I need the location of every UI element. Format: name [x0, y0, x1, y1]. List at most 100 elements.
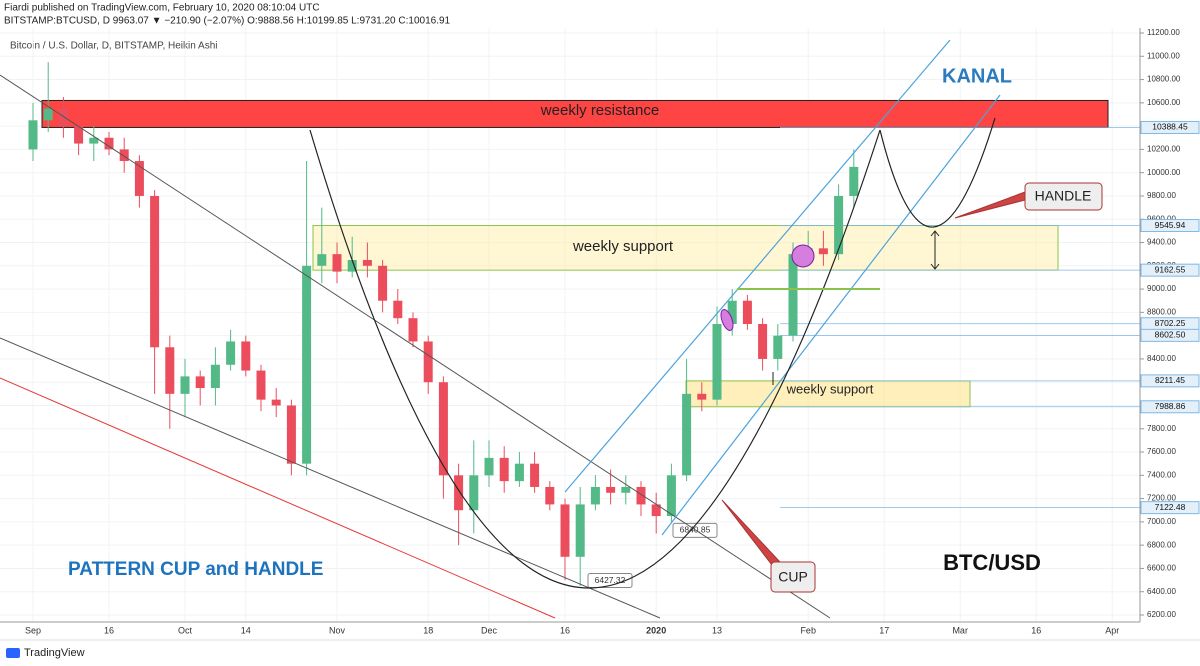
candle-body	[408, 318, 418, 342]
level-tag	[1140, 263, 1200, 277]
y-tick-label: 9000.00	[1147, 284, 1176, 293]
candle-body	[636, 486, 646, 505]
subtitle: Bitcoin / U.S. Dollar, D, BITSTAMP, Heik…	[10, 41, 217, 52]
x-tick-label: Dec	[481, 625, 498, 635]
support-zone	[312, 225, 1059, 271]
candle-body	[150, 195, 160, 348]
candle-body	[286, 405, 296, 464]
callout-box	[1024, 182, 1103, 211]
candle-body	[104, 137, 114, 150]
candle-body	[210, 364, 220, 389]
level-label: 10388.45	[1152, 122, 1188, 132]
price-note-box	[587, 573, 633, 589]
candle-body	[195, 376, 205, 389]
candle-body	[514, 463, 524, 482]
annotation: weekly resistance	[540, 102, 659, 119]
candle-body	[606, 486, 616, 493]
candle-body	[134, 161, 144, 196]
y-tick-label: 9600.00	[1147, 214, 1176, 223]
candle-body	[818, 248, 828, 255]
candle-body	[423, 341, 433, 383]
candle-body	[621, 486, 631, 493]
annotation: weekly support	[572, 238, 674, 255]
candle-body	[165, 347, 175, 394]
brand: TradingView	[24, 647, 85, 659]
candle-body	[362, 259, 372, 266]
x-tick-label: 16	[1031, 625, 1041, 635]
candle-body	[43, 108, 53, 121]
candle-body	[226, 341, 236, 365]
trendline	[0, 377, 556, 619]
quote: BITSTAMP:BTCUSD, D 9963.07 ▼ −210.90 (−2…	[4, 16, 451, 27]
annotation: weekly support	[786, 381, 874, 396]
y-tick-label: 6200.00	[1147, 610, 1176, 619]
x-tick-label: Nov	[329, 625, 346, 635]
candle-body	[788, 254, 798, 336]
candle-body	[89, 137, 99, 144]
candle-body	[28, 120, 38, 150]
candle-body	[347, 259, 357, 272]
candle-body	[469, 475, 479, 511]
y-tick-label: 7000.00	[1147, 517, 1176, 526]
callout-box	[770, 561, 816, 593]
price-note-box	[672, 522, 718, 538]
candle-body	[712, 324, 722, 400]
candle-body	[302, 265, 312, 464]
y-tick-label: 6600.00	[1147, 564, 1176, 573]
price-note: 6427.32	[595, 575, 626, 585]
channel-line	[661, 94, 1001, 536]
y-tick-label: 6400.00	[1147, 587, 1176, 596]
candle-body	[773, 335, 783, 359]
y-tick-label: 10200.00	[1147, 145, 1181, 154]
candle-body	[560, 504, 570, 557]
candle-body	[484, 457, 494, 476]
x-tick-label: Apr	[1105, 625, 1119, 635]
y-tick-label: 11000.00	[1147, 51, 1180, 60]
arrow-head	[930, 230, 940, 270]
candle-body	[454, 475, 464, 511]
candle-body	[545, 486, 555, 505]
y-tick-label: 7200.00	[1147, 494, 1176, 503]
candle-body	[499, 457, 509, 482]
x-tick-label: Sep	[25, 625, 41, 635]
drawings	[0, 39, 1103, 619]
x-tick-label: Feb	[800, 625, 816, 635]
y-tick-label: 8400.00	[1147, 354, 1176, 363]
marker-ellipse	[720, 309, 734, 331]
candle-body	[256, 370, 266, 400]
x-tick-label: 18	[423, 625, 433, 635]
cup-curve	[309, 129, 881, 589]
candle-body	[271, 399, 281, 406]
candle-body	[697, 393, 707, 400]
y-tick-label: 7400.00	[1147, 470, 1176, 479]
candle-body	[393, 300, 403, 319]
candle-body	[530, 463, 540, 487]
level-label: 7122.48	[1155, 502, 1186, 512]
candle-body	[378, 265, 388, 301]
level-label: 8211.45	[1155, 375, 1185, 385]
y-tick-label: 10000.00	[1147, 168, 1181, 177]
y-tick-label: 7600.00	[1147, 447, 1176, 456]
y-tick-label: 9400.00	[1147, 238, 1176, 247]
level-label: 8602.50	[1155, 330, 1186, 340]
candle-body	[727, 300, 737, 324]
level-label: 7988.86	[1155, 401, 1186, 411]
axis: 6200.00 6400.00 6600.00 6800.00 7000.00 7200.…	[0, 28, 1200, 635]
handle-curve	[879, 117, 996, 228]
candle-body	[119, 149, 129, 162]
candle-body	[241, 341, 251, 371]
logo	[6, 648, 20, 658]
level-tag	[1140, 501, 1200, 515]
candle-body	[742, 300, 752, 324]
y-tick-label: 9800.00	[1147, 191, 1176, 200]
x-tick-label: 16	[104, 625, 114, 635]
annotation: BTC/USD	[943, 550, 1041, 575]
annotation: PATTERN CUP and HANDLE	[68, 559, 323, 580]
candle-body	[590, 486, 600, 505]
x-tick-label: 17	[879, 625, 889, 635]
y-tick-label: 6800.00	[1147, 540, 1176, 549]
y-tick-label: 10800.00	[1147, 75, 1181, 84]
trendline	[0, 337, 661, 619]
annotation: CUP	[778, 569, 808, 585]
